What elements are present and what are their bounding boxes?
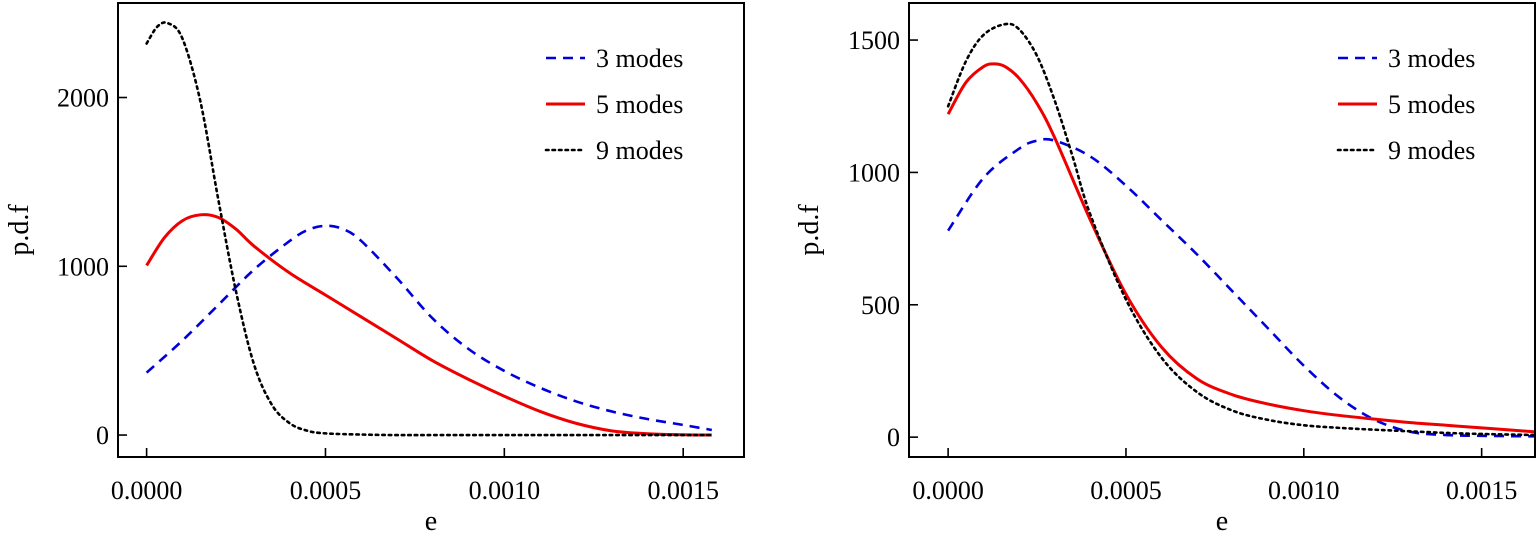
x-tick-label: 0.0015	[1446, 476, 1518, 505]
legend-label: 3 modes	[1388, 44, 1475, 73]
series-line-5-modes	[946, 62, 1535, 434]
x-axis-label: e	[425, 506, 437, 537]
legend-label: 9 modes	[1388, 136, 1475, 165]
legend-label: 3 modes	[596, 44, 683, 73]
y-tick-label: 2000	[57, 84, 109, 113]
y-tick-label: 0	[887, 423, 900, 452]
series-line-9-modes	[946, 22, 1535, 437]
legend: 3 modes 5 modes 9 modes	[1336, 44, 1475, 165]
legend: 3 modes 5 modes 9 modes	[544, 44, 683, 165]
x-tick-label: 0.0000	[111, 476, 183, 505]
y-axis-label: p.d.f	[4, 204, 35, 256]
chart-panel-2: 0.0000 0.0005 0.0010 0.0015 0 500 1000 1500 e p.d…	[794, 2, 1536, 537]
axes-frame	[117, 2, 745, 458]
y-tick-label: 0	[96, 421, 109, 450]
x-tick-label: 0.0005	[290, 476, 362, 505]
legend-label: 5 modes	[596, 90, 683, 119]
series-line-3-modes	[145, 224, 713, 432]
y-tick-label: 500	[861, 291, 900, 320]
x-axis-label: e	[1216, 506, 1228, 537]
series-line-3-modes	[947, 137, 1535, 438]
y-tick-label: 1000	[848, 158, 900, 187]
x-tick-label: 0.0010	[1268, 476, 1340, 505]
chart-panel-1: 0.0000 0.0005 0.0010 0.0015 0 1000 2000 e p.d.f 3…	[4, 2, 745, 537]
legend-label: 5 modes	[1388, 90, 1475, 119]
x-tick-label: 0.0015	[647, 476, 719, 505]
legend-label: 9 modes	[596, 136, 683, 165]
y-axis-label: p.d.f	[794, 204, 825, 256]
x-tick-label: 0.0010	[469, 476, 541, 505]
series-line-9-modes	[145, 21, 714, 437]
y-tick-label: 1000	[57, 252, 109, 281]
y-tick-label: 1500	[848, 26, 900, 55]
series-line-5-modes	[145, 213, 712, 437]
x-tick-label: 0.0005	[1090, 476, 1162, 505]
axes-frame	[908, 2, 1536, 458]
x-tick-label: 0.0000	[912, 476, 984, 505]
